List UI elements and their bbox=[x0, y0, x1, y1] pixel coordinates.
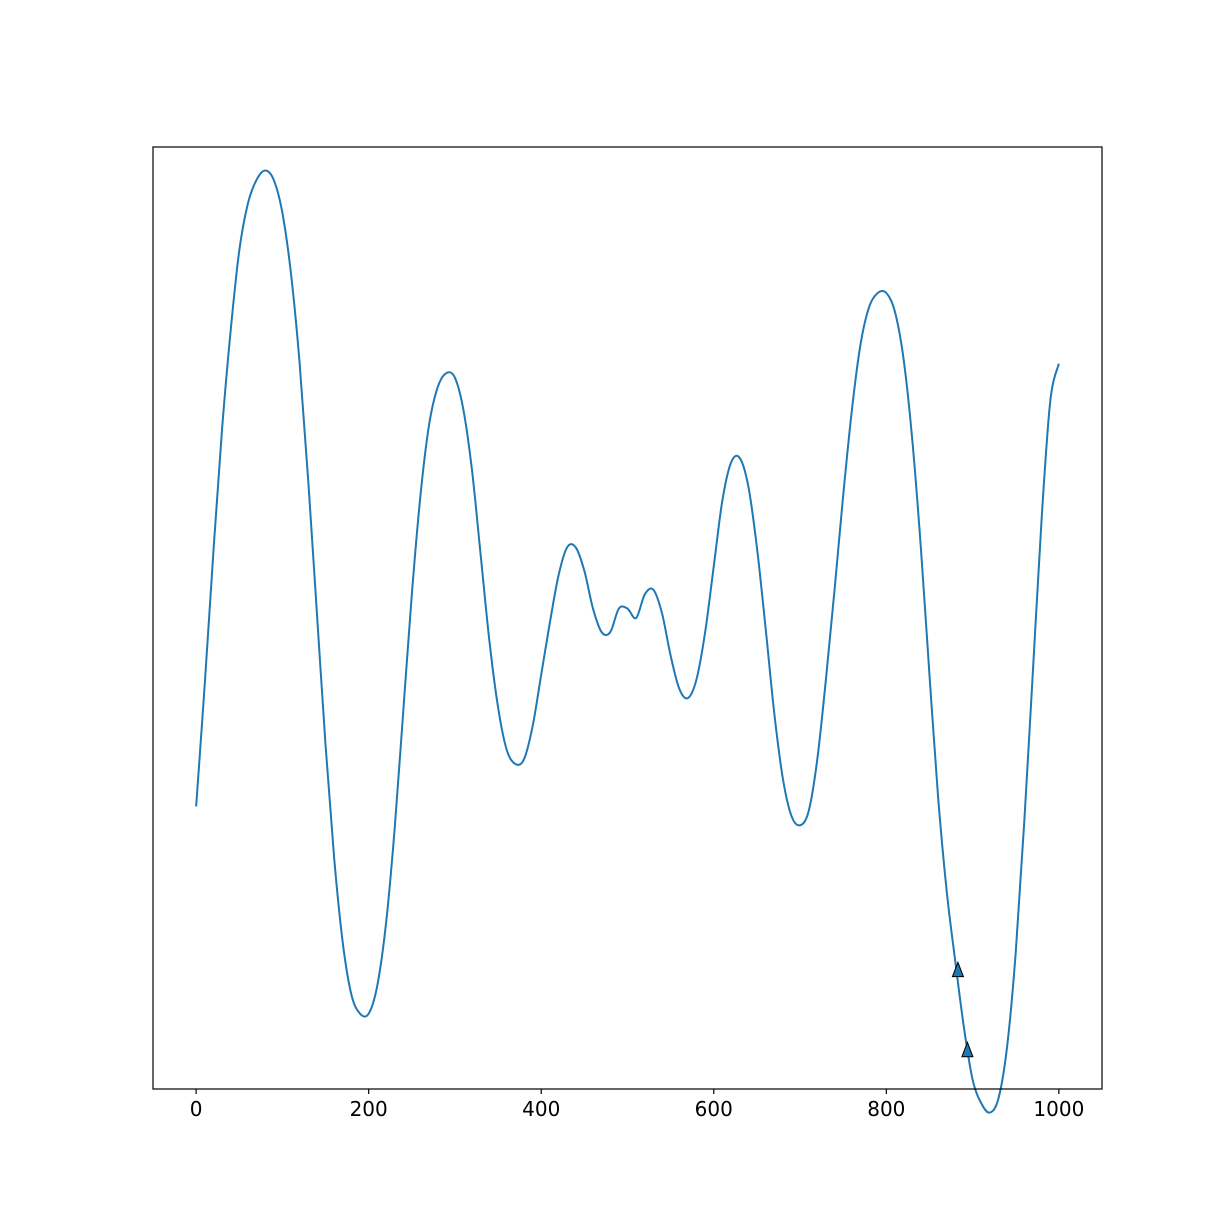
x-tick-label-0: 0 bbox=[190, 1097, 203, 1121]
x-axis: 0 200 400 600 800 1000 bbox=[190, 1089, 1084, 1121]
x-tick-label-3: 600 bbox=[695, 1097, 733, 1121]
x-tick-label-5: 1000 bbox=[1033, 1097, 1084, 1121]
axes-frame bbox=[152, 146, 1103, 1090]
plot-area bbox=[195, 169, 1060, 1114]
x-tick-label-1: 200 bbox=[350, 1097, 388, 1121]
series-line-0 bbox=[195, 169, 1060, 1114]
x-tick-label-2: 400 bbox=[522, 1097, 560, 1121]
triangle-marker-0 bbox=[951, 960, 965, 978]
triangle-marker-1 bbox=[961, 1040, 974, 1058]
x-tick-label-4: 800 bbox=[867, 1097, 905, 1121]
